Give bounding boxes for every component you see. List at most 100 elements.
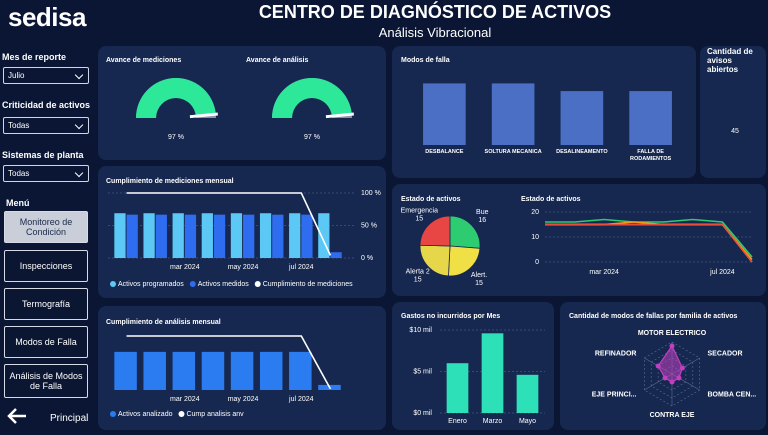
legend-label: Activos programados xyxy=(118,281,184,288)
panel xyxy=(392,302,554,430)
pie-label: Emergencia xyxy=(401,207,438,214)
dropdown[interactable]: Julio xyxy=(3,67,89,84)
bar xyxy=(516,374,539,413)
dropdown[interactable]: Todas xyxy=(3,165,89,182)
bar xyxy=(172,351,196,390)
logo: sedisa xyxy=(8,2,86,32)
bar xyxy=(481,333,504,413)
panel xyxy=(700,46,766,178)
chart-title: Avance de mediciones xyxy=(106,57,181,64)
y-tick-label: 0 xyxy=(535,259,539,266)
chart-title: Estado de activos xyxy=(521,196,581,203)
bar xyxy=(230,351,254,390)
pie-label: Bue xyxy=(476,209,489,216)
back-arrow[interactable] xyxy=(6,406,28,426)
bar xyxy=(143,351,166,390)
x-tick-label: Mayo xyxy=(519,418,536,425)
line xyxy=(126,192,332,256)
y-tick-label: $10 mil xyxy=(409,327,432,334)
gauge-fill xyxy=(136,77,216,118)
x-tick-label-box: DESALINEAMENTO xyxy=(556,149,608,155)
menu-button[interactable]: Inspecciones xyxy=(4,250,88,282)
bar xyxy=(301,214,313,258)
bar xyxy=(560,91,604,145)
pie-slice xyxy=(449,215,481,249)
radar-point xyxy=(662,375,668,381)
pie-value: 15 xyxy=(415,215,423,222)
bar xyxy=(114,351,137,390)
chart-title: Cumplimiento de mediciones mensual xyxy=(106,178,234,185)
kpi-value: 45 xyxy=(731,128,739,135)
y2-tick-label: 0 % xyxy=(361,255,373,262)
pie-slice xyxy=(419,215,451,247)
bar xyxy=(213,214,226,258)
gauge-hub xyxy=(300,106,324,130)
chart-title: Gastos no incurridos por Mes xyxy=(401,313,500,320)
y-tick-label: $0 mil xyxy=(413,410,432,417)
bar xyxy=(491,83,535,145)
bar xyxy=(243,214,255,258)
x-tick-label: mar 2024 xyxy=(170,264,200,271)
legend-marker xyxy=(110,281,116,287)
legend-marker xyxy=(178,411,185,417)
x-tick-label: jul 2024 xyxy=(709,269,735,276)
dropdown[interactable]: Todas xyxy=(3,117,89,134)
bar xyxy=(318,213,330,258)
radar-axis-label: REFINADOR xyxy=(595,350,637,357)
bar xyxy=(289,351,312,390)
filter-label: Mes de reporte xyxy=(2,52,67,62)
gauge-hub xyxy=(164,106,188,130)
x-tick-label: Marzo xyxy=(483,418,503,425)
legend-marker xyxy=(189,281,196,287)
radar-axis-label: BOMBA CEN... xyxy=(708,391,757,398)
filter-label: Sistemas de planta xyxy=(2,150,84,160)
radar-point xyxy=(679,365,685,371)
bar xyxy=(201,351,225,390)
panel xyxy=(392,184,766,296)
y-tick-label: 20 xyxy=(531,209,539,216)
x-tick-label: jul 2024 xyxy=(288,264,314,271)
panel xyxy=(392,46,696,178)
chart-title-box: Cantidad de avisos abiertos xyxy=(707,47,753,74)
gauge-value: 97 % xyxy=(304,134,320,141)
chart-title: Cantidad de avisos abiertos xyxy=(707,47,753,74)
bar xyxy=(184,214,197,258)
pie-label: Alert. xyxy=(471,272,487,279)
menu-button[interactable]: Análisis de Modos de Falla xyxy=(4,364,88,398)
bar xyxy=(172,213,184,258)
pie-value: 16 xyxy=(478,217,486,224)
radar-axis-label: CONTRA EJE xyxy=(650,412,695,419)
legend-label: Activos medidos xyxy=(198,281,249,288)
bar xyxy=(155,214,167,258)
bar xyxy=(446,363,469,413)
legend-label: Activos analizado xyxy=(118,411,173,418)
chart-title: Avance de análisis xyxy=(246,57,308,64)
radar-point xyxy=(669,379,675,385)
x-tick-label: mar 2024 xyxy=(170,396,200,403)
chart-title: Modos de falla xyxy=(401,57,450,64)
menu-button[interactable]: Modos de Falla xyxy=(4,326,88,358)
x-tick-label: mar 2024 xyxy=(589,269,619,276)
pie-label: Alerta 2 xyxy=(406,269,430,276)
line xyxy=(126,335,332,390)
x-tick-label: may 2024 xyxy=(228,264,259,271)
chart-title: Estado de activos xyxy=(401,196,461,203)
page-subtitle: Análisis Vibracional xyxy=(378,25,492,40)
back-link[interactable]: Principal xyxy=(50,413,89,424)
menu-button[interactable]: Monitoreo de Condición xyxy=(4,211,88,243)
bar xyxy=(230,213,243,258)
chart-title: Cumplimiento de análisis mensual xyxy=(106,319,221,326)
gauge-value: 97 % xyxy=(168,134,184,141)
radar-point xyxy=(669,343,675,349)
menu-button[interactable]: Termografía xyxy=(4,288,88,320)
x-tick-label: FALLA DE RODAMIENTOS xyxy=(630,149,672,162)
line xyxy=(545,218,753,258)
x-tick-label-box: DESBALANCE xyxy=(425,149,464,155)
y-tick-label: 10 xyxy=(531,234,539,241)
x-tick-label: DESBALANCE xyxy=(425,149,464,155)
x-tick-label: DESALINEAMENTO xyxy=(556,149,608,155)
x-tick-label: jul 2024 xyxy=(288,396,314,403)
bar xyxy=(143,213,155,258)
